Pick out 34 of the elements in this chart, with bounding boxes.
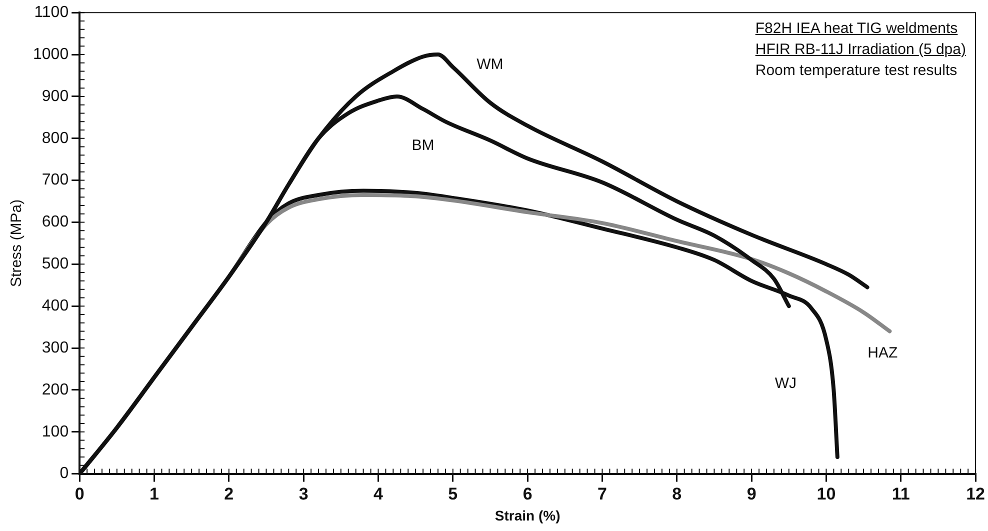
x-tick-label: 0 [74, 484, 84, 504]
annotation: WJ [774, 375, 797, 392]
y-tick-label: 100 [42, 423, 69, 440]
y-tick-label: 1000 [33, 46, 69, 63]
x-axis-title: Strain (%) [494, 507, 560, 524]
y-tick-label: 200 [42, 381, 69, 398]
x-tick-label: 4 [374, 484, 384, 504]
y-tick-label: 700 [42, 172, 69, 189]
y-tick-label: 400 [42, 297, 69, 314]
text: F82H IEA heat TIG weldments [755, 19, 959, 39]
annotation: WM [476, 56, 504, 74]
annotation: Room temperature test results [755, 61, 958, 81]
x-tick-label: 6 [522, 484, 532, 504]
annotation: HAZ [868, 344, 898, 362]
x-tick-label: 10 [816, 484, 836, 504]
y-tick-label: 600 [42, 214, 69, 231]
y-tick-label: 900 [42, 88, 69, 105]
y-tick-label: 300 [42, 339, 69, 356]
x-tick-label: 2 [224, 484, 234, 504]
y-axis-title: Stress (MPa) [8, 199, 26, 287]
annotation: BM [412, 137, 434, 154]
y-tick-label: 1100 [34, 4, 69, 22]
x-tick-label: 11 [892, 484, 910, 504]
x-tick-label: 3 [298, 484, 308, 504]
y-tick-label: 0 [60, 465, 69, 482]
x-tick-label: 7 [598, 484, 607, 504]
x-tick-label: 12 [966, 484, 986, 504]
y-tick-label: 500 [42, 256, 69, 273]
x-tick-label: 5 [448, 484, 458, 504]
text: HFIR RB-11J Irradiation (5 dpa) [755, 40, 966, 60]
x-tick-label: 9 [746, 484, 756, 504]
x-tick-label: 8 [672, 484, 682, 504]
y-tick-label: 800 [42, 130, 69, 147]
x-tick-label: 1 [150, 484, 159, 504]
